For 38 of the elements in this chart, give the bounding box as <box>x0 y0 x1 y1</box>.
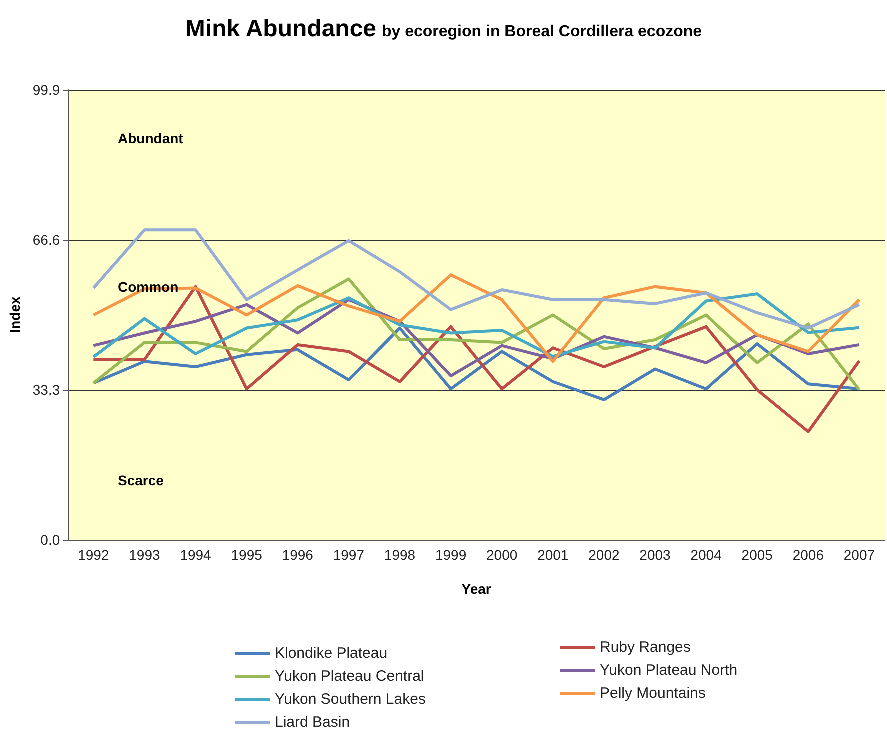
y-tick-label: 33.3 <box>32 382 60 398</box>
x-tick-label: 1999 <box>435 547 467 563</box>
x-tick-label: 1996 <box>282 547 314 563</box>
line-series <box>92 292 861 359</box>
x-tick-label: 2002 <box>588 547 620 563</box>
annotation: Scarce <box>118 472 164 488</box>
legend-label: Yukon Southern Lakes <box>275 691 426 708</box>
x-axis-title: Year <box>462 581 492 597</box>
x-tick-label: 2007 <box>844 547 876 563</box>
legend-label: Yukon Plateau Central <box>275 668 424 685</box>
y-axis-title: Index <box>7 296 23 334</box>
chart-subtitle: by ecoregion in Boreal Cordillera ecozone <box>382 24 702 40</box>
line-series <box>92 326 861 402</box>
x-tick-label: 1995 <box>231 547 263 563</box>
x-tick-label: 2004 <box>690 547 722 563</box>
legend-label: Liard Basin <box>275 714 350 731</box>
y-tick-label: 99.9 <box>32 82 60 98</box>
x-tick-label: 2000 <box>486 547 518 563</box>
x-tick-label: 2005 <box>742 547 774 563</box>
line-series <box>92 228 861 330</box>
y-tick-label: 0.0 <box>40 532 60 548</box>
annotation: Abundant <box>118 130 184 146</box>
line-series <box>92 274 861 364</box>
x-tick-label: 1997 <box>333 547 365 563</box>
x-tick-label: 1998 <box>384 547 416 563</box>
y-tick-label: 66.6 <box>32 232 60 248</box>
x-tick-label: 1994 <box>180 547 212 563</box>
legend-label: Pelly Mountains <box>600 685 706 702</box>
x-tick-label: 2003 <box>640 547 672 563</box>
legend-label: Klondike Plateau <box>275 645 388 662</box>
annotation: Common <box>118 279 179 295</box>
legend-label: Ruby Ranges <box>600 639 691 656</box>
chart-title: Mink Abundance <box>185 16 377 42</box>
x-tick-label: 1993 <box>129 547 161 563</box>
legend-label: Yukon Plateau North <box>600 662 738 679</box>
x-tick-label: 2006 <box>792 547 824 563</box>
x-tick-label: 2001 <box>538 547 569 563</box>
x-tick-label: 1992 <box>78 547 110 563</box>
